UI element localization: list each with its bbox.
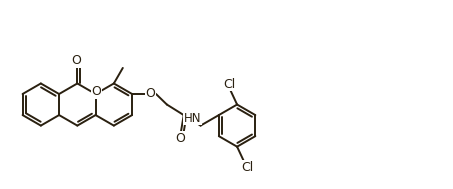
Text: O: O (92, 85, 101, 98)
Text: O: O (176, 132, 186, 145)
Text: O: O (72, 54, 81, 67)
Text: Cl: Cl (241, 160, 253, 174)
Text: HN: HN (183, 112, 201, 125)
Text: O: O (145, 88, 155, 101)
Text: Cl: Cl (224, 78, 236, 91)
